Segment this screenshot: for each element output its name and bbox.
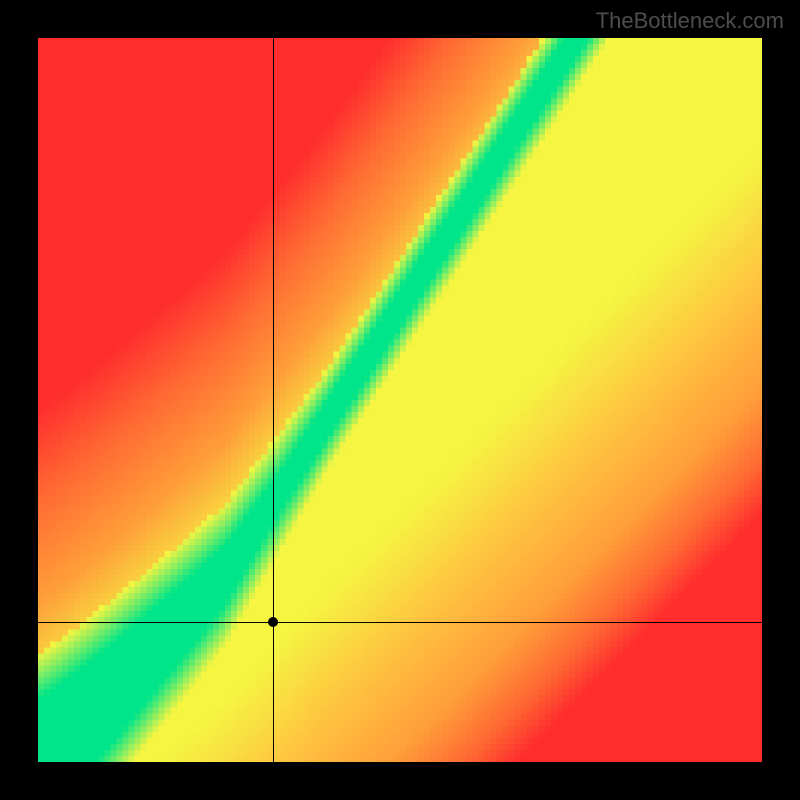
crosshair-horizontal bbox=[38, 622, 762, 623]
selection-marker bbox=[268, 617, 278, 627]
crosshair-vertical bbox=[273, 38, 274, 762]
bottleneck-heatmap bbox=[38, 38, 762, 762]
watermark-text: TheBottleneck.com bbox=[596, 8, 784, 34]
